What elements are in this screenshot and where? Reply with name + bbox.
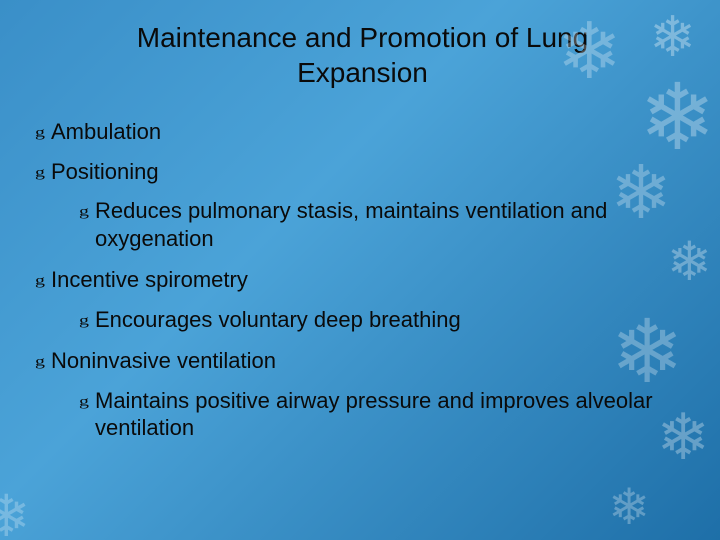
bullet-icon: g: [79, 311, 89, 329]
bullet-icon: g: [79, 202, 89, 220]
snowflake-icon: ❄: [0, 482, 31, 540]
list-item: g Incentive spirometry: [35, 266, 690, 294]
slide-content: g Ambulation g Positioning g Reduces pul…: [35, 118, 690, 442]
snowflake-icon: ❄: [608, 478, 650, 536]
list-item: g Reduces pulmonary stasis, maintains ve…: [79, 197, 690, 252]
list-item: g Noninvasive ventilation: [35, 347, 690, 375]
bullet-icon: g: [35, 123, 45, 141]
bullet-icon: g: [35, 271, 45, 289]
slide: Maintenance and Promotion of Lung Expans…: [0, 0, 720, 540]
bullet-icon: g: [79, 392, 89, 410]
bullet-text: Ambulation: [51, 118, 161, 146]
bullet-text: Incentive spirometry: [51, 266, 248, 294]
bullet-icon: g: [35, 352, 45, 370]
bullet-text: Maintains positive airway pressure and i…: [95, 387, 655, 442]
list-item: g Ambulation: [35, 118, 690, 146]
bullet-text: Noninvasive ventilation: [51, 347, 276, 375]
bullet-text: Positioning: [51, 158, 159, 186]
bullet-text: Encourages voluntary deep breathing: [95, 306, 461, 334]
bullet-icon: g: [35, 163, 45, 181]
slide-title: Maintenance and Promotion of Lung Expans…: [83, 20, 643, 90]
list-item: g Positioning: [35, 158, 690, 186]
bullet-text: Reduces pulmonary stasis, maintains vent…: [95, 197, 655, 252]
snowflake-icon: ❄: [649, 4, 696, 70]
list-item: g Encourages voluntary deep breathing: [79, 306, 690, 334]
list-item: g Maintains positive airway pressure and…: [79, 387, 690, 442]
